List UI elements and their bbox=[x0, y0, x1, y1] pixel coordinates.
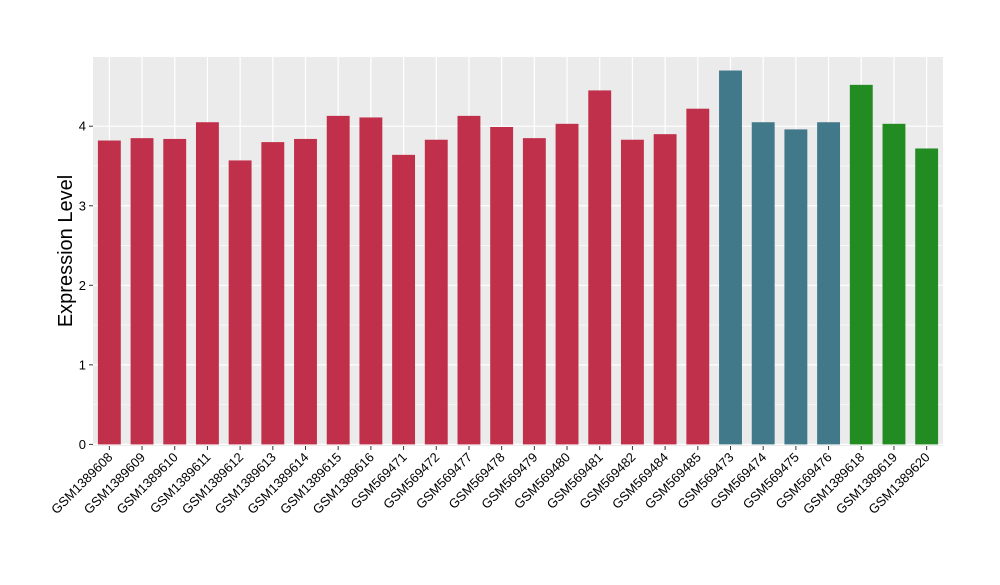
bar bbox=[359, 117, 383, 445]
y-axis: 0 1 2 3 4 bbox=[79, 119, 93, 452]
y-tick-label: 0 bbox=[79, 437, 86, 452]
y-tick-label: 3 bbox=[79, 198, 86, 213]
bar bbox=[784, 129, 808, 445]
bar bbox=[555, 123, 579, 445]
y-tick-label: 4 bbox=[79, 119, 86, 134]
bar bbox=[849, 84, 873, 445]
bar bbox=[751, 122, 775, 445]
bar bbox=[228, 160, 252, 445]
bar bbox=[620, 139, 644, 445]
bar bbox=[653, 134, 677, 445]
bar bbox=[261, 142, 285, 445]
bar bbox=[490, 127, 514, 445]
bar bbox=[457, 115, 481, 445]
bar bbox=[686, 108, 710, 445]
bar bbox=[195, 122, 219, 445]
plot-panel bbox=[93, 57, 943, 446]
bar bbox=[424, 139, 448, 445]
bar bbox=[97, 140, 121, 445]
bar bbox=[719, 70, 742, 445]
bar bbox=[392, 154, 416, 445]
bars bbox=[97, 70, 939, 445]
y-axis-label: Expression Level bbox=[55, 175, 77, 327]
bar bbox=[522, 138, 546, 445]
bar bbox=[588, 90, 612, 445]
bar bbox=[294, 138, 317, 445]
bar bbox=[130, 138, 154, 445]
bar bbox=[163, 138, 187, 445]
y-tick-label: 1 bbox=[79, 357, 86, 372]
bar bbox=[817, 122, 841, 445]
bar bbox=[326, 115, 350, 445]
x-axis: GSM1389608GSM1389609GSM1389610GSM1389611… bbox=[48, 446, 933, 517]
y-tick-label: 2 bbox=[79, 278, 86, 293]
bar bbox=[882, 123, 906, 445]
bar bbox=[915, 148, 939, 445]
